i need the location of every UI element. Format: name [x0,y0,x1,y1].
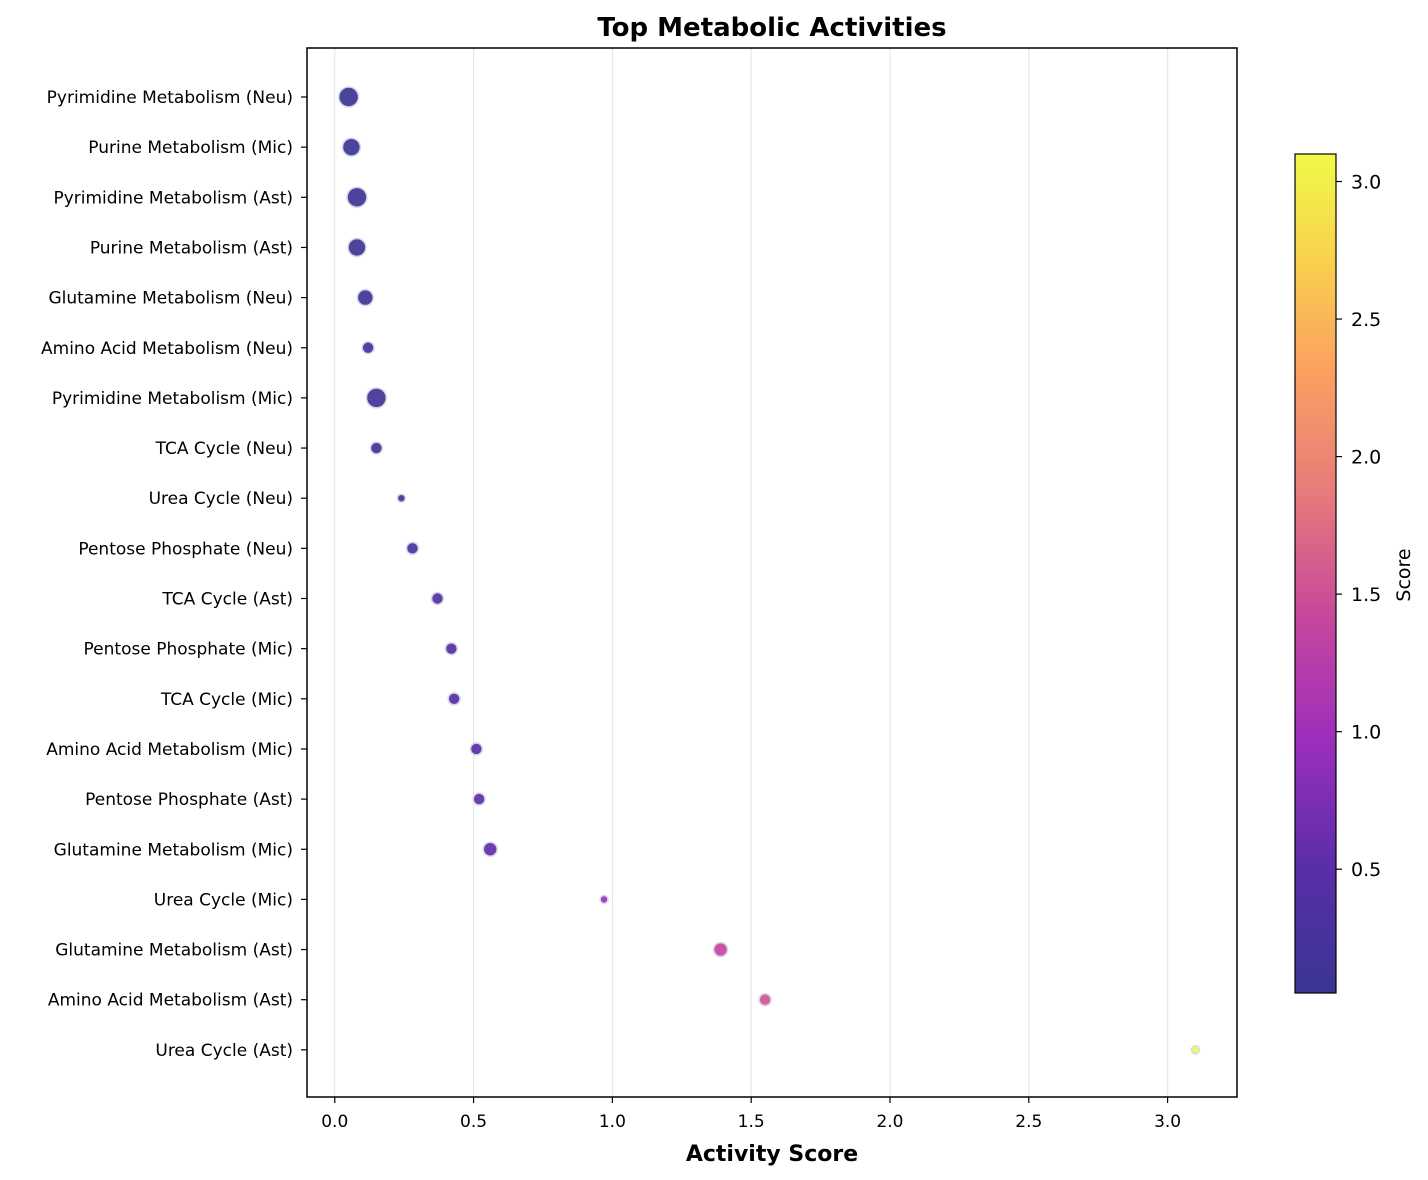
y-tick-label: Pentose Phosphate (Neu) [78,539,293,559]
data-point [365,387,388,409]
data-point [712,941,729,958]
y-tick-label: Amino Acid Metabolism (Ast) [48,991,293,1011]
colorbar-tick-label: 2.5 [1351,309,1381,331]
colorbar-gradient [1294,153,1337,994]
x-tick-label: 1.5 [738,1112,765,1132]
data-points [337,86,1201,1055]
colorbar-tick-label: 1.5 [1351,584,1381,606]
data-point [599,894,609,905]
data-point [430,591,445,606]
y-tick-label: Amino Acid Metabolism (Mic) [46,740,293,760]
y-tick-label: Glutamine Metabolism (Ast) [55,941,293,961]
y-tick-label: Pentose Phosphate (Ast) [85,790,293,810]
chart-title: Top Metabolic Activities [597,13,946,43]
colorbar-ticks: 0.5 1.0 1.5 2.0 2.5 3.0 [1336,172,1381,881]
y-tick-label: Glutamine Metabolism (Neu) [48,289,293,309]
x-axis-label: Activity Score [686,1142,858,1167]
colorbar-label: Score [1393,548,1415,601]
y-tick-label: TCA Cycle (Neu) [155,439,293,459]
y-tick-label: Amino Acid Metabolism (Neu) [41,339,293,359]
y-tick-label: TCA Cycle (Ast) [161,590,293,610]
x-tick-label: 1.0 [599,1112,626,1132]
y-tick-label: Pyrimidine Metabolism (Neu) [47,88,293,108]
data-point [405,541,420,556]
data-point [444,641,459,656]
x-tick-label: 0.5 [460,1112,487,1132]
y-tick-label: Glutamine Metabolism (Mic) [54,840,293,860]
y-tick-label: Urea Cycle (Neu) [149,489,293,509]
data-point [1190,1045,1201,1055]
y-tick-label: Purine Metabolism (Mic) [88,138,293,158]
y-axis-ticks: Pyrimidine Metabolism (Neu) Purine Metabo… [41,88,307,1061]
data-point [482,841,499,858]
y-tick-label: Pyrimidine Metabolism (Ast) [53,188,293,208]
data-point [758,992,772,1007]
plot-frame [306,47,1238,1098]
colorbar: 0.5 1.0 1.5 2.0 2.5 3.0 Score [1294,153,1415,994]
colorbar-tick-label: 0.5 [1351,859,1381,881]
data-point [337,86,360,108]
y-tick-label: TCA Cycle (Mic) [160,690,293,710]
colorbar-tick-label: 3.0 [1351,172,1381,194]
x-gridlines [334,48,1169,1097]
y-tick-label: Pyrimidine Metabolism (Mic) [52,389,293,409]
colorbar-tick-label: 2.0 [1351,447,1381,469]
data-point [447,691,461,706]
x-tick-label: 2.0 [876,1112,903,1132]
colorbar-tick-label: 1.0 [1351,722,1381,744]
y-tick-label: Urea Cycle (Mic) [154,890,293,910]
data-point [341,137,362,157]
data-point [396,493,407,504]
y-tick-label: Pentose Phosphate (Mic) [84,640,293,660]
data-point [369,441,384,455]
data-point [347,237,367,258]
data-point [361,340,375,355]
data-point [472,792,486,806]
data-point [346,186,368,209]
y-tick-label: Urea Cycle (Ast) [155,1041,293,1061]
x-tick-label: 3.0 [1154,1112,1181,1132]
x-tick-label: 0.0 [321,1112,348,1132]
y-tick-label: Purine Metabolism (Ast) [90,238,293,258]
x-tick-label: 2.5 [1015,1112,1042,1132]
data-point [469,742,484,756]
data-point [356,288,375,307]
x-axis-ticks: 0.0 0.5 1.0 1.5 2.0 2.5 3.0 [321,1097,1181,1132]
